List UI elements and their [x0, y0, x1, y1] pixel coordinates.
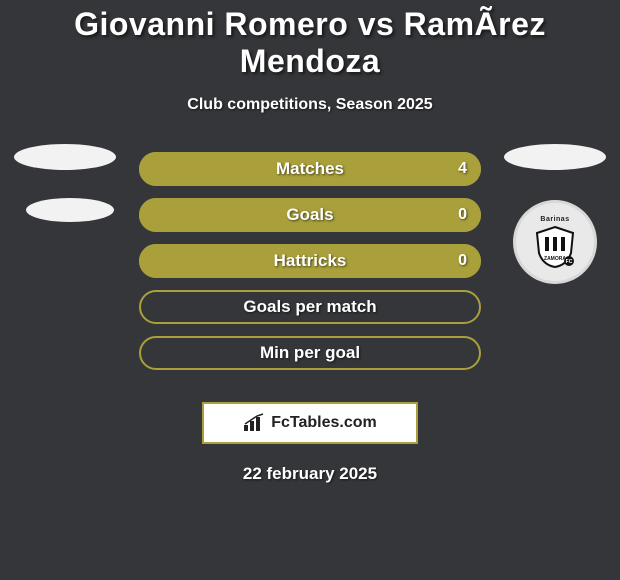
right-player-icons: Barinas ZAMORA FC	[500, 144, 610, 284]
club-badge: Barinas ZAMORA FC	[513, 200, 597, 284]
stat-bar-value-right: 0	[458, 244, 467, 278]
placeholder-ellipse-icon	[26, 198, 114, 222]
stats-area: Barinas ZAMORA FC Matches4 Goals0 Hattrick…	[0, 152, 620, 392]
club-badge-top-text: Barinas	[540, 216, 569, 223]
shield-icon: ZAMORA FC	[533, 225, 577, 269]
stat-bar-row: Goals per match	[139, 290, 481, 324]
fctables-logo-text: FcTables.com	[271, 414, 377, 432]
stat-bar-row: Min per goal	[139, 336, 481, 370]
bar-chart-icon	[243, 413, 265, 433]
svg-text:FC: FC	[566, 259, 573, 265]
stat-bar-outline	[139, 336, 481, 370]
stat-bar-fill	[139, 244, 481, 278]
fctables-logo: FcTables.com	[202, 402, 418, 444]
stat-bar-label: Min per goal	[139, 336, 481, 370]
page-subtitle: Club competitions, Season 2025	[0, 96, 620, 114]
stat-bar-fill	[139, 152, 481, 186]
left-player-icons	[10, 144, 120, 222]
placeholder-ellipse-icon	[14, 144, 116, 170]
stat-bar-fill	[139, 198, 481, 232]
stat-bar-row: Goals0	[139, 198, 481, 232]
stat-bars: Matches4 Goals0 Hattricks0 Goals per match M…	[139, 152, 481, 370]
stat-bar-row: Matches4	[139, 152, 481, 186]
infographic-root: Giovanni Romero vs RamÃ­rez Mendoza Club…	[0, 0, 620, 484]
placeholder-ellipse-icon	[504, 144, 606, 170]
stat-bar-value-right: 0	[458, 198, 467, 232]
stat-bar-outline	[139, 290, 481, 324]
stat-bar-label: Goals per match	[139, 290, 481, 324]
club-badge-name: ZAMORA	[544, 256, 566, 262]
footer-date: 22 february 2025	[0, 464, 620, 484]
stat-bar-value-right: 4	[458, 152, 467, 186]
page-title: Giovanni Romero vs RamÃ­rez Mendoza	[0, 6, 620, 80]
stat-bar-row: Hattricks0	[139, 244, 481, 278]
